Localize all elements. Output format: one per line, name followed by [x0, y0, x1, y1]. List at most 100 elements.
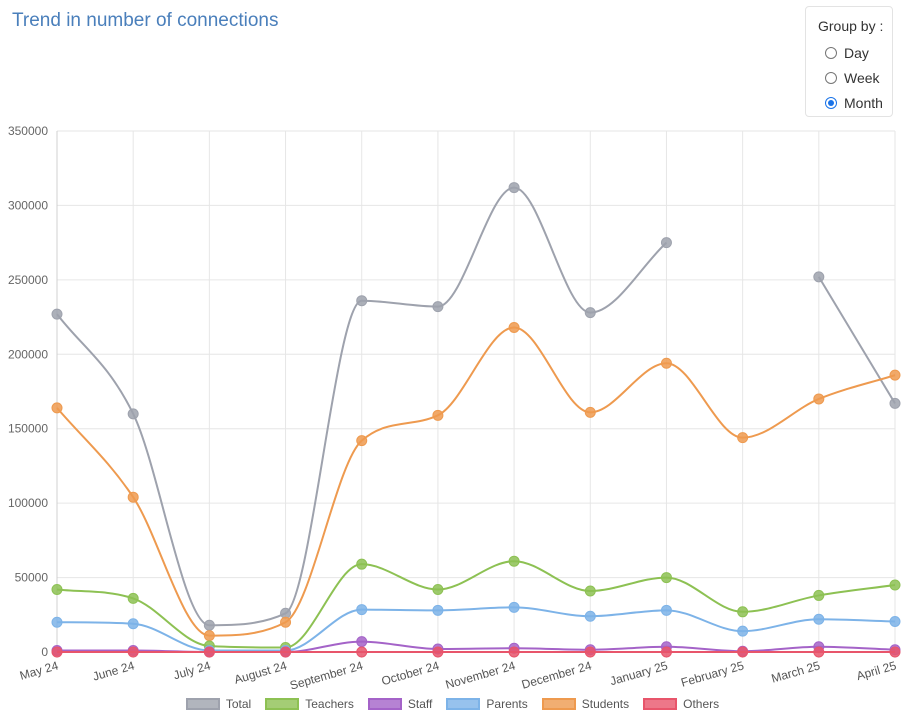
- data-point-others: [508, 646, 520, 658]
- legend-item-others[interactable]: Others: [643, 697, 719, 711]
- radio-week[interactable]: Week: [825, 70, 880, 86]
- legend-swatch-students: [541, 698, 576, 710]
- data-point-students: [660, 357, 672, 369]
- line-chart: 0 50000 100000 150000 200000 250000 300000 3500…: [8, 124, 901, 690]
- legend-swatch-others: [643, 698, 678, 710]
- legend-item-students[interactable]: Students: [541, 697, 630, 711]
- radio-week-label: Week: [844, 70, 880, 86]
- data-point-students: [737, 432, 749, 444]
- series-line-total: [56, 186, 668, 627]
- data-point-staff: [356, 636, 368, 648]
- y-tick-label: 100000: [8, 496, 48, 510]
- data-point-parents: [432, 604, 444, 616]
- legend-label-others: Others: [683, 697, 720, 711]
- x-tick-label: December 24: [520, 658, 593, 690]
- data-point-others: [127, 646, 139, 658]
- radio-day-circle[interactable]: [825, 47, 837, 59]
- data-point-total: [660, 237, 672, 249]
- data-point-others: [203, 646, 215, 658]
- data-point-teachers: [127, 592, 139, 604]
- chart-legend: Total Teachers Staff Parents Students Others: [0, 697, 905, 711]
- data-point-students: [356, 435, 368, 447]
- data-point-parents: [737, 625, 749, 637]
- data-point-students: [432, 409, 444, 421]
- legend-item-parents[interactable]: Parents: [446, 697, 528, 711]
- radio-month-circle[interactable]: [825, 97, 837, 109]
- data-point-total: [203, 619, 215, 631]
- x-tick-label: June 24: [91, 658, 136, 683]
- data-point-teachers: [660, 572, 672, 584]
- group-by-panel: Group by : Day Week Month: [805, 6, 893, 117]
- legend-label-parents: Parents: [486, 697, 528, 711]
- series-line-parents: [56, 606, 896, 652]
- data-point-parents: [660, 604, 672, 616]
- legend-swatch-staff: [367, 698, 402, 710]
- legend-swatch-parents: [446, 698, 481, 710]
- data-point-teachers: [432, 583, 444, 595]
- x-tick-label: August 24: [233, 658, 289, 686]
- legend-label-students: Students: [581, 697, 630, 711]
- data-point-total: [508, 182, 520, 194]
- data-point-others: [432, 646, 444, 658]
- data-point-total: [813, 271, 825, 283]
- data-point-students: [584, 406, 596, 418]
- y-tick-label: 350000: [8, 124, 48, 138]
- data-point-parents: [51, 616, 63, 628]
- data-point-total: [432, 301, 444, 313]
- x-tick-label: January 25: [608, 658, 669, 688]
- legend-label-teachers: Teachers: [305, 697, 354, 711]
- legend-label-staff: Staff: [407, 697, 433, 711]
- chart-title: Trend in number of connections: [12, 10, 279, 31]
- y-tick-label: 150000: [8, 422, 48, 436]
- y-tick-label: 300000: [8, 198, 48, 212]
- data-point-others: [584, 646, 596, 658]
- data-point-others: [280, 646, 292, 658]
- data-point-parents: [356, 604, 368, 616]
- data-point-total: [584, 307, 596, 319]
- data-point-others: [660, 646, 672, 658]
- data-point-others: [356, 646, 368, 658]
- y-tick-label: 200000: [8, 347, 48, 361]
- radio-week-circle[interactable]: [825, 72, 837, 84]
- series-line-total: [817, 276, 896, 404]
- data-point-students: [280, 616, 292, 628]
- data-point-total: [889, 397, 901, 409]
- x-tick-label: October 24: [380, 658, 441, 688]
- legend-swatch-total: [185, 698, 220, 710]
- data-point-students: [51, 402, 63, 414]
- data-point-students: [508, 321, 520, 333]
- data-point-parents: [584, 610, 596, 622]
- data-point-teachers: [889, 579, 901, 591]
- data-point-teachers: [737, 606, 749, 618]
- x-tick-label: September 24: [288, 658, 365, 690]
- y-tick-label: 250000: [8, 273, 48, 287]
- data-point-total: [51, 308, 63, 320]
- legend-item-total[interactable]: Total: [185, 697, 252, 711]
- data-point-parents: [889, 615, 901, 627]
- data-point-teachers: [51, 583, 63, 595]
- y-tick-label: 0: [41, 645, 48, 659]
- group-by-label: Group by :: [818, 18, 884, 34]
- series-line-students: [56, 326, 896, 637]
- data-point-teachers: [356, 558, 368, 570]
- data-point-total: [127, 408, 139, 420]
- data-point-students: [203, 630, 215, 642]
- radio-day[interactable]: Day: [825, 45, 869, 61]
- data-point-teachers: [508, 555, 520, 567]
- x-tick-label: February 25: [679, 658, 745, 689]
- data-point-teachers: [584, 585, 596, 597]
- data-point-parents: [127, 618, 139, 630]
- data-point-others: [51, 646, 63, 658]
- data-point-students: [127, 491, 139, 503]
- legend-item-staff[interactable]: Staff: [367, 697, 433, 711]
- legend-label-total: Total: [225, 697, 252, 711]
- x-tick-label: November 24: [444, 658, 517, 690]
- x-tick-label: April 25: [855, 658, 898, 683]
- y-tick-label: 50000: [15, 571, 49, 585]
- data-point-others: [889, 646, 901, 658]
- legend-item-teachers[interactable]: Teachers: [265, 697, 354, 711]
- radio-day-label: Day: [844, 45, 869, 61]
- data-point-total: [356, 295, 368, 307]
- data-point-teachers: [813, 589, 825, 601]
- radio-month[interactable]: Month: [825, 95, 883, 111]
